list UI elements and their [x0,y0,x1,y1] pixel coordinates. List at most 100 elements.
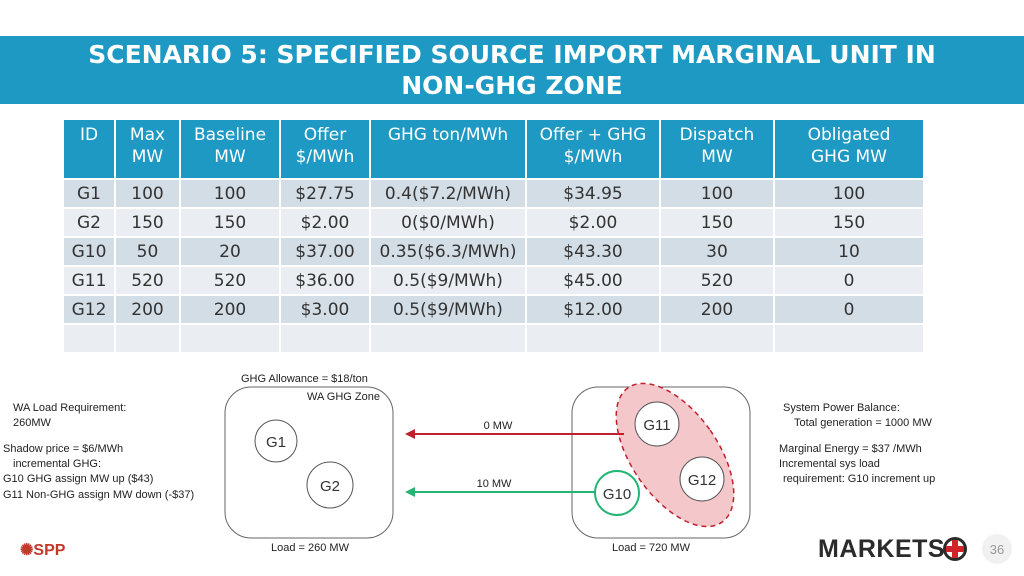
scenario-table: ID Max MW Baseline MW Offer $/MWh GHG ton/MWh Of… [62,118,925,354]
table-cell: 0.5($9/MWh) [369,294,527,325]
title-line-2: NON-GHG ZONE [401,71,623,100]
table-cell: 150 [114,207,181,238]
total-generation: Total generation = 1000 MW [794,417,932,429]
table-cell [179,323,281,354]
table-cell: 0.4($7.2/MWh) [369,178,527,209]
g10-increment-note: requirement: G10 increment up [783,473,936,485]
table-row: G1 100 100 $27.75 0.4($7.2/MWh) $34.95 100 100 [62,178,925,209]
table-cell: $2.00 [279,207,371,238]
table-cell: 0.5($9/MWh) [369,265,527,296]
header-line-2: $/MWh [563,147,623,167]
table-row: G11 520 520 $36.00 0.5($9/MWh) $45.00 520 0 [62,265,925,296]
table-cell: 100 [773,178,925,209]
markets-plus-icon [943,537,967,561]
table-cell: 0.35($6.3/MWh) [369,236,527,267]
table-cell: $36.00 [279,265,371,296]
table-cell: 0($0/MWh) [369,207,527,238]
header-line-1: ID [79,125,99,145]
table-cell [773,323,925,354]
table-cell: $2.00 [525,207,661,238]
table-cell [659,323,775,354]
node-g11 [634,401,680,447]
flow-top-label: 0 MW [484,420,513,432]
table-cell: 150 [773,207,925,238]
g11-assign-note: G11 Non-GHG assign MW down (-$37) [3,489,195,501]
slide-title: SCENARIO 5: SPECIFIED SOURCE IMPORT MARG… [0,36,1024,104]
table-cell: 0 [773,265,925,296]
table-cell: 200 [179,294,281,325]
table-cell: $37.00 [279,236,371,267]
wa-ghg-zone-label: WA GHG Zone [307,391,380,403]
table-cell: $34.95 [525,178,661,209]
table-cell [114,323,181,354]
spp-swirl-icon: ✺ [20,542,34,559]
table-cell: G1 [62,178,116,209]
header-line-2: GHG MW [810,147,887,167]
marginal-energy: Marginal Energy = $37 /MWh [779,443,922,455]
table-row: G10 50 20 $37.00 0.35($6.3/MWh) $43.30 30 10 [62,236,925,267]
node-g2 [306,461,354,509]
table-row [62,323,925,354]
header-line-1: Baseline [193,125,267,145]
incremental-ghg: incremental GHG: [13,458,102,470]
wa-ghg-zone-box [224,386,394,539]
node-g11-label: G11 [643,417,670,434]
table-cell: G11 [62,265,116,296]
title-line-1: SCENARIO 5: SPECIFIED SOURCE IMPORT MARG… [88,40,936,69]
table-cell: 100 [179,178,281,209]
table-cell: 10 [773,236,925,267]
table-cell: 100 [659,178,775,209]
table-cell: G10 [62,236,116,267]
table-row: G12 200 200 $3.00 0.5($9/MWh) $12.00 200 0 [62,294,925,325]
table-header-cell: Offer $/MWh [279,118,371,180]
table-row: G2 150 150 $2.00 0($0/MWh) $2.00 150 150 [62,207,925,238]
table-cell: 0 [773,294,925,325]
node-g1 [254,419,298,463]
header-line-1: Obligated [807,125,891,145]
table-cell: 520 [179,265,281,296]
title-bar [0,36,1024,104]
table-header-cell: GHG ton/MWh [369,118,527,180]
table-cell: G2 [62,207,116,238]
table-cell: $27.75 [279,178,371,209]
table-cell: 150 [179,207,281,238]
header-line-1: Dispatch [679,125,755,145]
table-header-cell: ID [62,118,116,180]
table-cell: 30 [659,236,775,267]
table-header-row: ID Max MW Baseline MW Offer $/MWh GHG ton/MWh Of… [62,118,925,180]
table-cell: $45.00 [525,265,661,296]
header-line-2: MW [131,147,164,167]
table-cell: 200 [114,294,181,325]
wa-load-label: Load = 260 MW [271,542,349,554]
table-header-cell: Obligated GHG MW [773,118,925,180]
node-g10 [594,470,640,516]
table-cell [369,323,527,354]
table-cell: 50 [114,236,181,267]
table-cell: 520 [659,265,775,296]
header-line-1: Offer [303,125,347,145]
other-load-label: Load = 720 MW [612,542,690,554]
incremental-sys-load: Incremental sys load [779,458,880,470]
table-header-cell: Dispatch MW [659,118,775,180]
node-g2-label: G2 [320,478,340,495]
spp-logo-text: SPP [33,542,66,559]
table-header-cell: Max MW [114,118,181,180]
table-cell [279,323,371,354]
page-number: 36 [982,534,1012,564]
wa-load-requirement-value: 260MW [13,417,51,429]
table-cell: $3.00 [279,294,371,325]
table-header-cell: Offer + GHG $/MWh [525,118,661,180]
shadow-price: Shadow price = $6/MWh [3,443,124,455]
node-g12 [679,456,725,502]
table-cell: G12 [62,294,116,325]
table-cell: 520 [114,265,181,296]
header-line-2: $/MWh [295,147,355,167]
ghg-allowance-label: GHG Allowance = $18/ton [241,373,368,385]
table-cell [525,323,661,354]
markets-logo: MARKETS [818,535,946,563]
table-cell: $43.30 [525,236,661,267]
header-line-2: MW [214,147,246,167]
table-cell: 20 [179,236,281,267]
flow-bottom-label: 10 MW [477,478,512,490]
